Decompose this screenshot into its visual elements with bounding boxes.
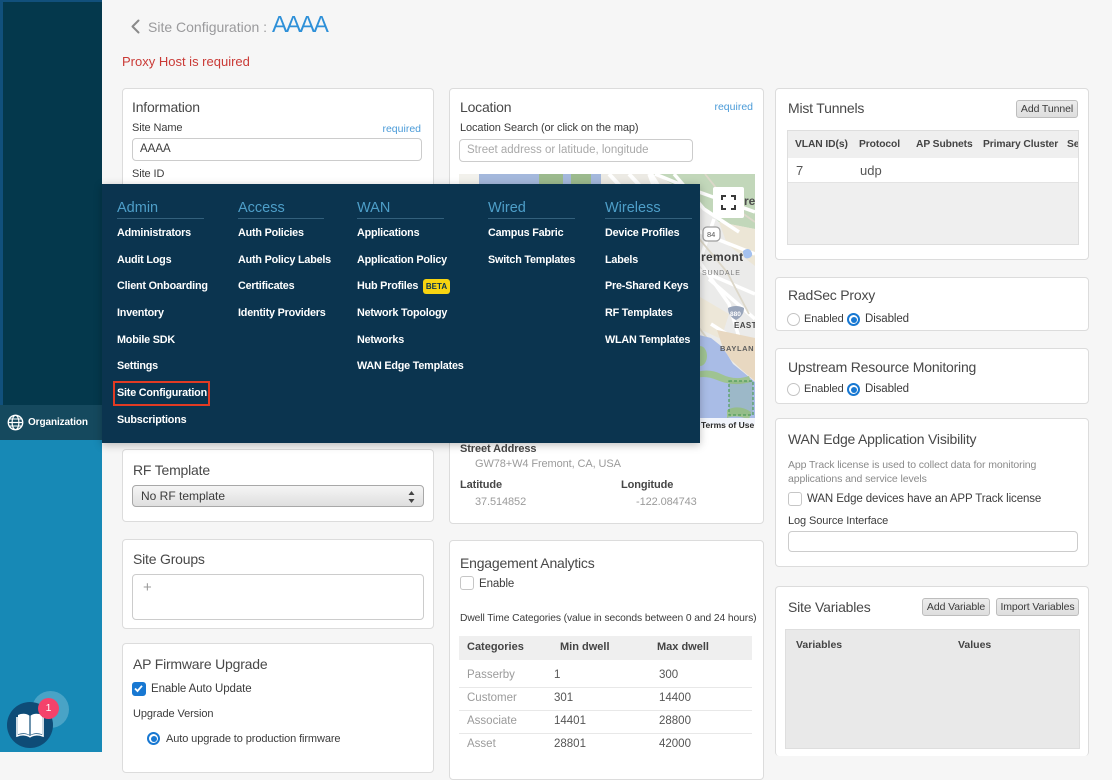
svg-text:EAST: EAST [734,321,755,330]
svg-text:880: 880 [730,311,741,318]
svg-text:84: 84 [707,230,715,239]
svg-text:remont: remont [701,250,743,264]
svg-text:re: re [744,194,755,208]
svg-text:Terms of Use: Terms of Use [701,420,754,430]
svg-text:BAYLAN: BAYLAN [720,344,754,353]
svg-text:SUNDALE: SUNDALE [702,270,741,277]
